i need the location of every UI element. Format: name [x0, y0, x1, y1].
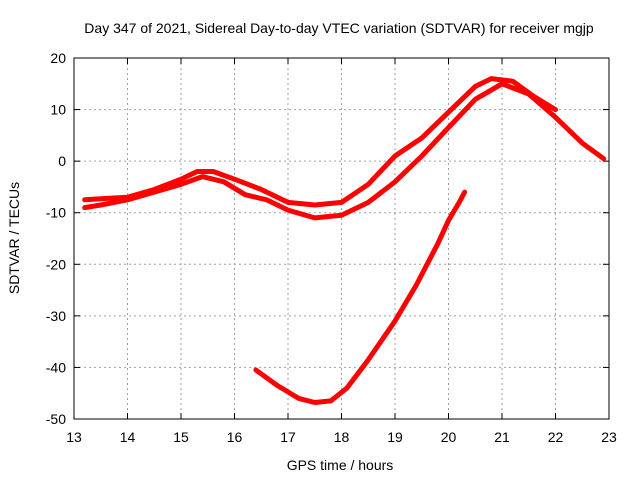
y-tick-label: 0 — [58, 153, 66, 169]
ticks — [73, 57, 610, 420]
x-tick-label: 17 — [280, 429, 296, 445]
grid — [74, 58, 609, 419]
x-tick-label: 19 — [387, 429, 403, 445]
y-tick-label: -10 — [46, 205, 66, 221]
x-tick-label: 22 — [548, 429, 564, 445]
series-line-upper-band-b — [82, 81, 607, 221]
series-group — [82, 76, 607, 405]
chart-title: Day 347 of 2021, Sidereal Day-to-day VTE… — [84, 20, 594, 36]
x-tick-label: 21 — [494, 429, 510, 445]
x-axis-label: GPS time / hours — [287, 457, 394, 473]
x-tick-label: 13 — [66, 429, 82, 445]
series-line-lower-arc — [253, 189, 468, 405]
series-line-upper-band-a — [82, 76, 558, 208]
y-tick-label: -30 — [46, 308, 66, 324]
x-tick-label: 23 — [601, 429, 617, 445]
tick-labels: 13 14 15 16 17 18 19 20 21 22 23 -50 -40 -30 -20 -10 0 10… — [46, 50, 617, 445]
x-tick-label: 20 — [441, 429, 457, 445]
y-tick-label: -20 — [46, 256, 66, 272]
x-tick-label: 18 — [334, 429, 350, 445]
y-tick-label: 10 — [50, 102, 66, 118]
x-tick-label: 14 — [120, 429, 136, 445]
y-tick-label: -40 — [46, 359, 66, 375]
y-tick-label: 20 — [50, 50, 66, 66]
y-axis-label: SDTVAR / TECUs — [6, 182, 22, 294]
x-tick-label: 16 — [227, 429, 243, 445]
y-tick-label: -50 — [46, 411, 66, 427]
x-tick-label: 15 — [173, 429, 189, 445]
